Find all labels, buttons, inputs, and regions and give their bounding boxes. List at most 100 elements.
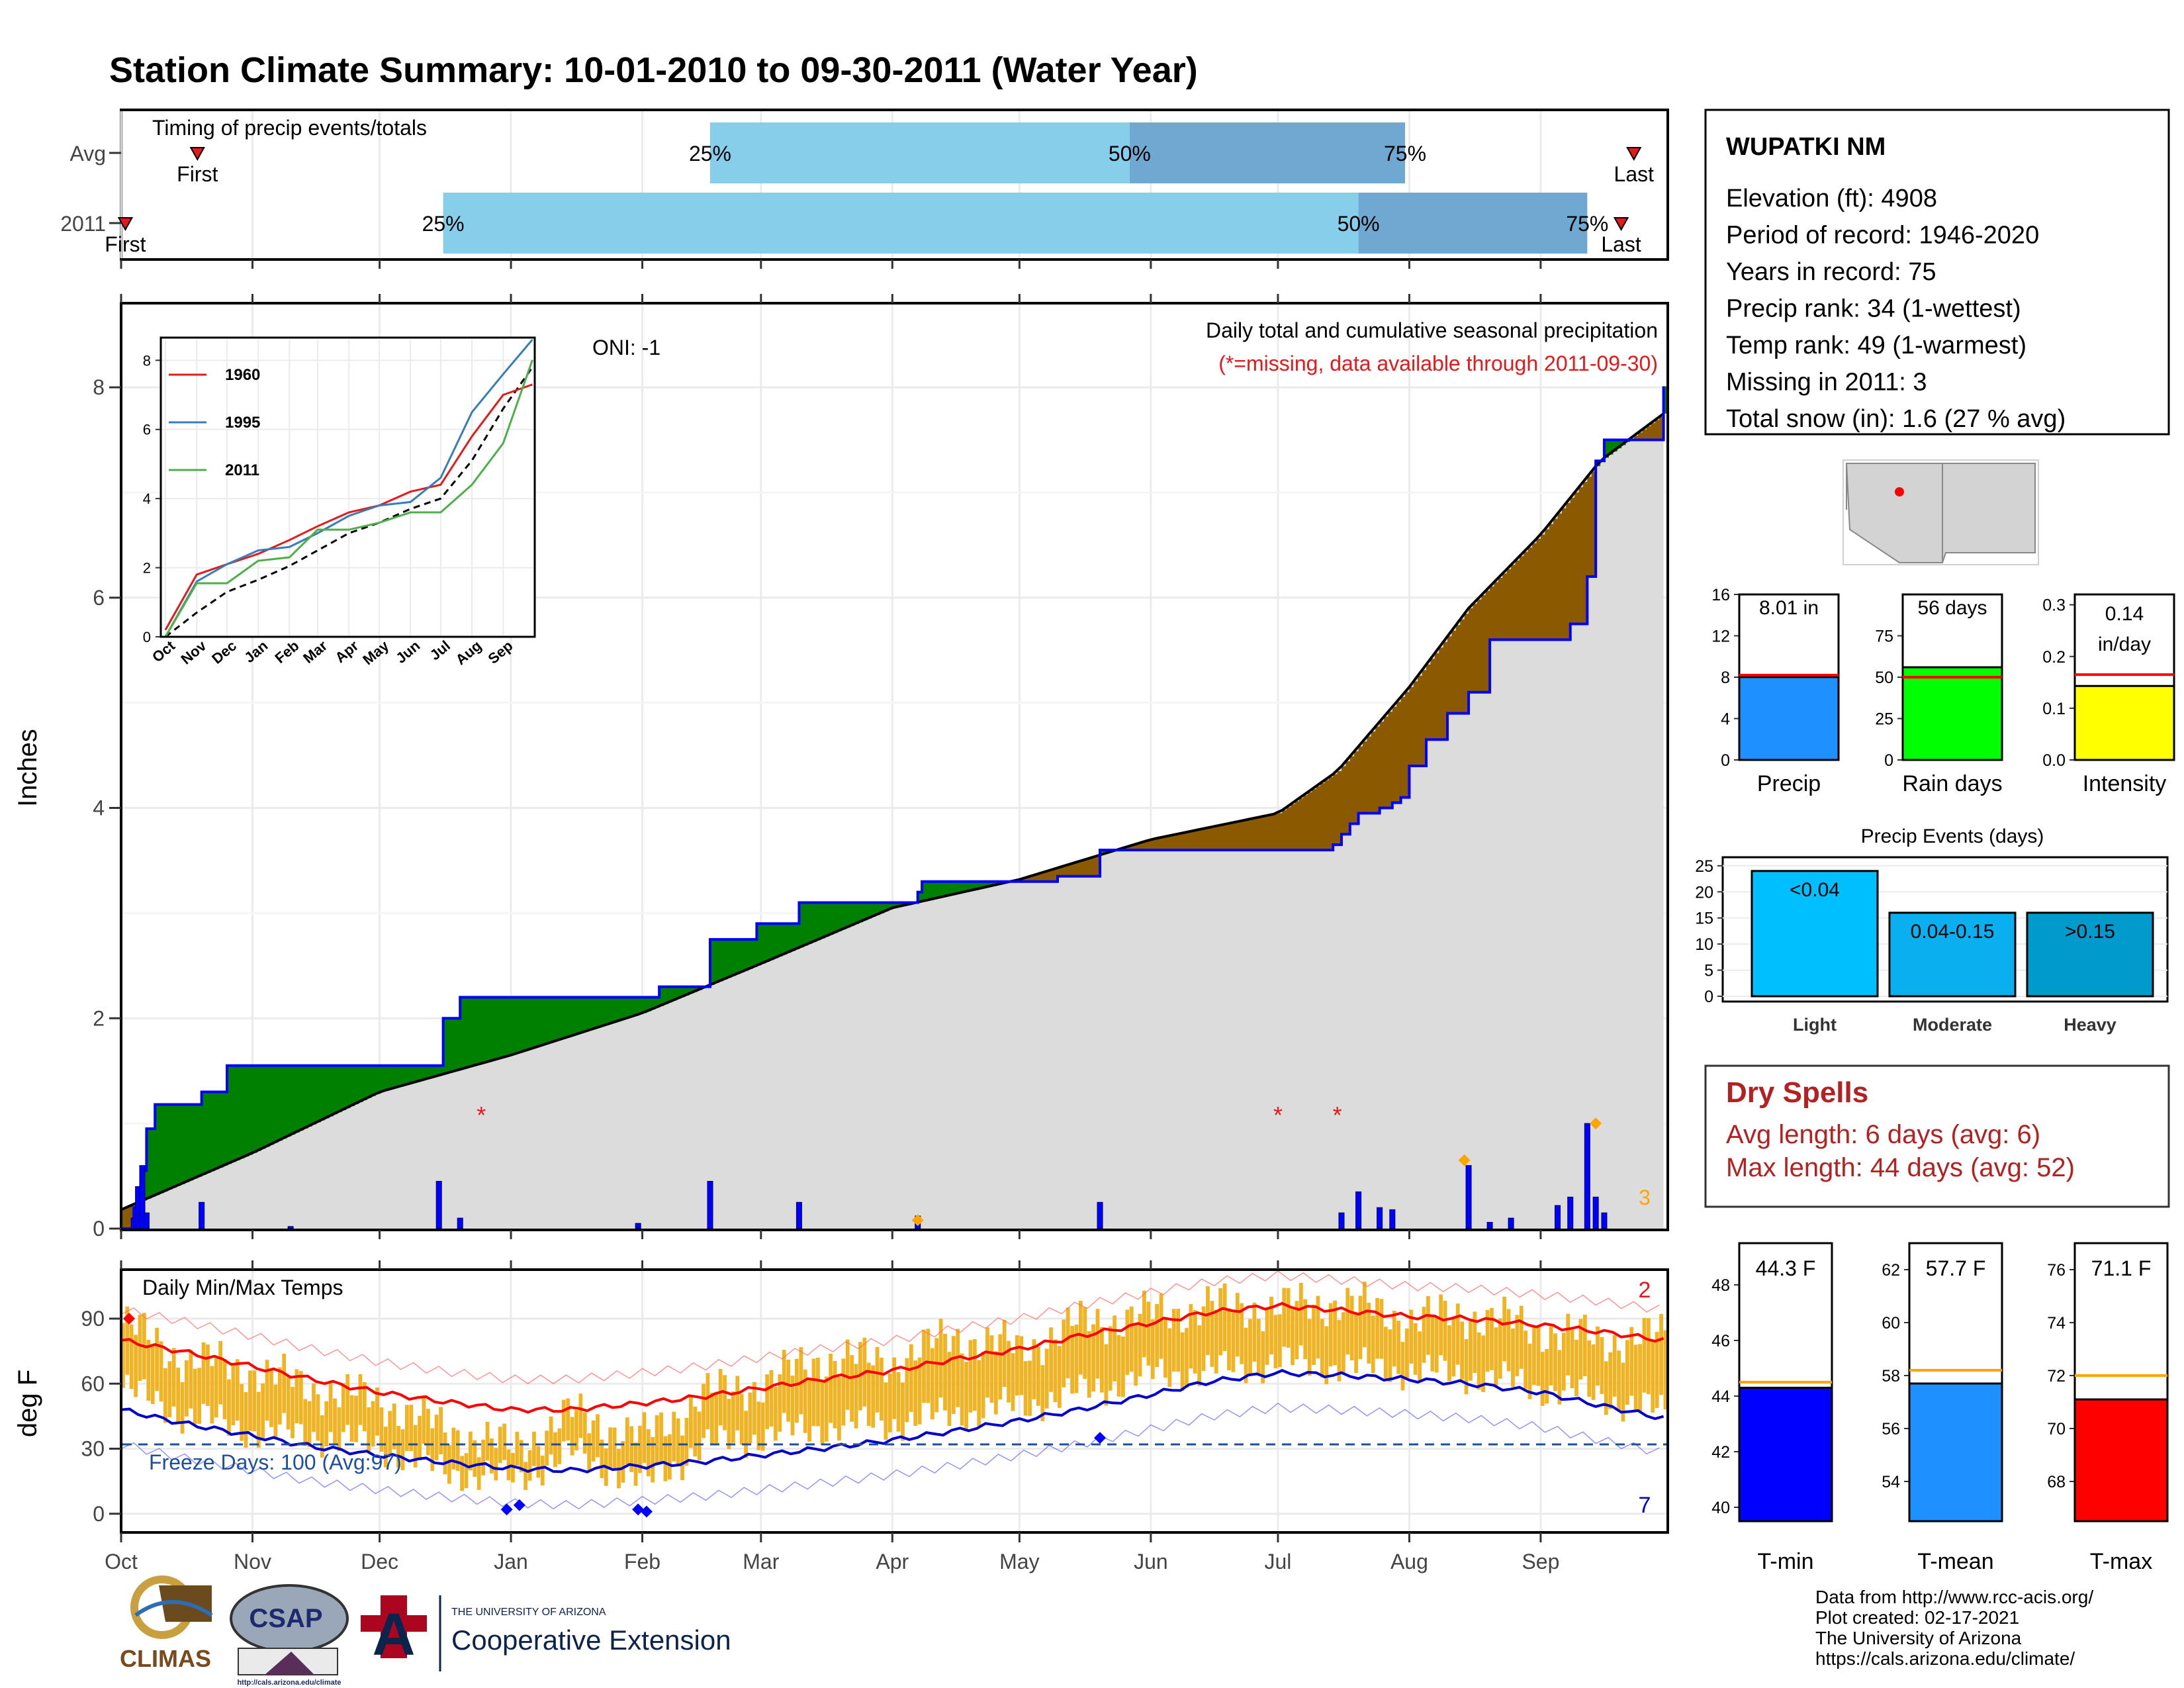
above-average-fill: [956, 881, 961, 894]
above-average-fill: [146, 1129, 152, 1199]
above-average-fill: [930, 881, 935, 900]
above-average-fill: [506, 997, 512, 1056]
below-average-fill: [1265, 816, 1270, 851]
below-average-fill: [1125, 847, 1130, 851]
above-average-fill: [434, 1065, 439, 1077]
events-y-tick-label: 20: [1695, 883, 1713, 902]
below-average-fill: [1485, 590, 1490, 692]
above-average-fill: [549, 997, 554, 1043]
daily-temp-bar: [1218, 1288, 1223, 1356]
daily-temp-bar: [1498, 1318, 1502, 1379]
daily-temp-bar: [1307, 1319, 1312, 1376]
below-average-fill: [1388, 712, 1393, 808]
above-average-fill: [1663, 386, 1668, 414]
daily-temp-bar: [409, 1405, 414, 1451]
below-average-fill: [1490, 586, 1495, 640]
above-average-fill: [460, 997, 465, 1070]
daily-temp-bar: [1532, 1325, 1536, 1385]
above-average-fill: [774, 923, 779, 959]
daily-temp-bar: [947, 1352, 952, 1426]
daily-temp-bar: [688, 1395, 693, 1448]
daily-temp-bar: [1058, 1346, 1062, 1408]
below-average-fill: [1079, 861, 1084, 876]
below-average-fill: [1638, 432, 1643, 440]
below-average-fill: [1443, 641, 1448, 740]
daily-temp-bar: [1269, 1296, 1273, 1355]
daily-temp-bar: [1231, 1311, 1236, 1372]
daily-temp-bar: [1430, 1316, 1435, 1372]
daily-temp-bar: [600, 1439, 604, 1478]
daily-temp-bar: [1277, 1314, 1282, 1368]
daily-temp-bar: [1116, 1335, 1121, 1397]
daily-temp-bar: [1324, 1326, 1329, 1385]
month-tick-label: Nov: [234, 1550, 271, 1573]
oni-label: ONI: -1: [592, 336, 660, 359]
daily-temp-bar: [1095, 1309, 1100, 1379]
daily-temp-bar: [1044, 1348, 1049, 1409]
timing-p50-label: 50%: [1338, 212, 1380, 236]
month-tick-label: May: [999, 1550, 1039, 1573]
daily-temp-bar: [972, 1339, 977, 1411]
above-average-fill: [291, 1065, 296, 1135]
above-average-fill: [790, 923, 796, 951]
below-average-fill: [1532, 543, 1537, 640]
timing-panel: 25% 50% 75% First Last Avg 25% 50% 75% First Last 2…: [60, 109, 1669, 261]
above-average-fill: [413, 1065, 418, 1083]
daily-temp-bar: [723, 1375, 727, 1430]
daily-temp-bar: [210, 1366, 214, 1424]
precip-y-tick-label: 2: [93, 1006, 105, 1030]
daily-temp-bar: [345, 1374, 350, 1425]
above-average-fill: [769, 923, 774, 961]
daily-temp-bar: [1511, 1328, 1515, 1387]
daily-temp-bar: [1121, 1336, 1125, 1397]
below-average-fill: [1655, 420, 1660, 440]
daily-temp-bar: [1125, 1309, 1130, 1376]
daily-temp-bar: [1298, 1282, 1303, 1346]
daily-precip-bar: [287, 1226, 294, 1229]
daily-temp-bar: [498, 1427, 502, 1464]
above-average-fill: [608, 997, 614, 1024]
below-average-fill: [1240, 821, 1245, 851]
below-average-fill: [1206, 827, 1211, 851]
daily-temp-bar: [1201, 1306, 1206, 1371]
above-average-fill: [540, 997, 545, 1046]
precip-plot: * * *: [120, 386, 1668, 1230]
daily-temp-bar: [349, 1395, 354, 1442]
below-average-fill: [1074, 863, 1079, 876]
temp-summary-y-tick-label: 46: [1711, 1332, 1730, 1350]
events-bar: [2026, 912, 2154, 998]
below-average-fill: [1256, 818, 1261, 851]
above-average-fill: [426, 1065, 431, 1079]
above-average-fill: [875, 902, 880, 915]
below-average-fill: [1066, 865, 1071, 876]
ua-logo-letter: A: [373, 1602, 416, 1668]
temp-summary-label: T-mean: [1917, 1549, 1993, 1574]
daily-temp-bar: [896, 1372, 901, 1432]
daily-precip-bar: [143, 1212, 150, 1229]
daily-temp-bar: [1405, 1328, 1409, 1380]
below-average-fill: [1430, 659, 1435, 740]
daily-temp-bar: [434, 1415, 439, 1461]
daily-temp-bar: [1485, 1309, 1490, 1372]
csap-logo: CSAP http://cals.arizona.edu/climate: [230, 1584, 349, 1687]
footer-credit-line: Data from http://www.rcc-acis.org/: [1815, 1587, 2093, 1607]
above-average-fill: [515, 997, 520, 1054]
below-average-fill: [1171, 835, 1177, 851]
inset-legend-label: 1960: [225, 366, 260, 384]
daily-temp-bar: [651, 1436, 655, 1483]
above-average-fill: [185, 1104, 190, 1182]
below-average-fill: [1312, 789, 1317, 851]
daily-temp-bar: [1282, 1288, 1287, 1347]
daily-temp-bar: [523, 1462, 528, 1490]
record-low-count: 7: [1639, 1493, 1651, 1518]
daily-temp-bar: [693, 1406, 698, 1457]
record-low-envelope: [120, 1402, 1660, 1510]
below-average-fill: [1477, 599, 1482, 692]
daily-temp-bar: [439, 1407, 443, 1455]
daily-temp-bar: [481, 1439, 485, 1476]
daily-precip-bar: [1508, 1217, 1514, 1229]
above-average-fill: [379, 1065, 385, 1092]
ua-logo: A THE UNIVERSITY OF ARIZONA Cooperative …: [361, 1595, 731, 1671]
daily-temp-bar: [540, 1456, 545, 1486]
